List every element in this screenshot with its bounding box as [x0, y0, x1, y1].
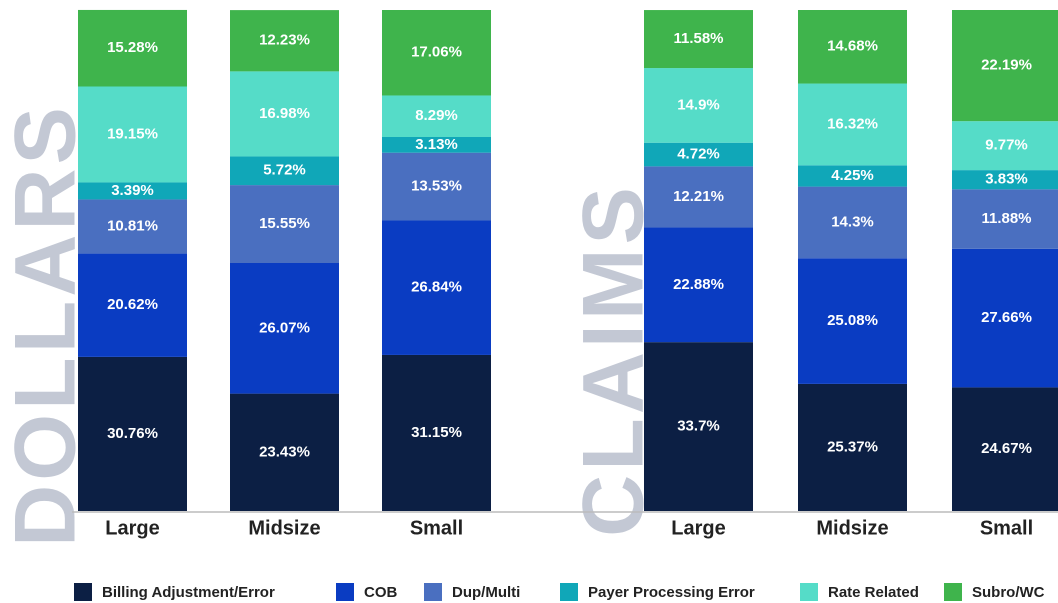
bar-segment [798, 165, 907, 187]
data-label: 31.15% [411, 424, 462, 441]
legend-swatch [944, 583, 962, 601]
legend-label: Billing Adjustment/Error [102, 584, 275, 601]
bar-segment [230, 71, 339, 157]
data-label: 4.72% [677, 146, 720, 163]
bar-segment [230, 185, 339, 264]
bar-segment [78, 356, 187, 511]
data-label: 13.53% [411, 178, 462, 195]
data-label: 16.32% [827, 115, 878, 132]
x-tick-label: Small [980, 517, 1033, 539]
bar-segment [382, 152, 491, 221]
bar-segment [952, 248, 1058, 388]
legend-label: Dup/Multi [452, 584, 520, 601]
data-label: 33.7% [677, 418, 720, 435]
bar-segment [798, 10, 907, 84]
x-tick-label: Small [410, 517, 463, 539]
bar-segment [78, 199, 187, 254]
data-label: 5.72% [263, 162, 306, 179]
bar-segment [952, 387, 1058, 511]
legend-swatch [336, 583, 354, 601]
data-label: 25.08% [827, 312, 878, 329]
bar-segment [230, 263, 339, 394]
legend-swatch [560, 583, 578, 601]
data-label: 20.62% [107, 296, 158, 313]
data-label: 4.25% [831, 167, 874, 184]
data-label: 27.66% [981, 309, 1032, 326]
data-label: 11.58% [673, 30, 723, 47]
data-label: 3.13% [415, 136, 458, 153]
bar-segment [78, 9, 187, 87]
bar-segment [382, 220, 491, 355]
data-label: 12.23% [259, 32, 310, 49]
bar-segment [230, 10, 339, 72]
data-label: 22.19% [981, 57, 1032, 74]
legend-label: Rate Related [828, 584, 919, 601]
bar-segment [230, 156, 339, 186]
bar-segment [78, 86, 187, 183]
bar-segment [78, 253, 187, 357]
legend-label: Subro/WC [972, 584, 1045, 601]
bar-segment [952, 189, 1058, 249]
bar-segment [382, 137, 491, 153]
data-label: 11.88% [981, 210, 1031, 227]
data-label: 9.77% [985, 137, 1028, 154]
bar-segment [644, 342, 753, 511]
data-label: 3.39% [111, 182, 154, 199]
legend-swatch [800, 583, 818, 601]
data-label: 22.88% [673, 276, 724, 293]
bar-segment [798, 258, 907, 384]
bar-segment [798, 186, 907, 259]
data-label: 17.06% [411, 44, 462, 61]
data-label: 3.83% [985, 171, 1028, 188]
x-tick-label: Large [671, 517, 725, 539]
bar-segment [798, 83, 907, 166]
x-tick-label: Midsize [248, 517, 320, 539]
x-tick-label: Midsize [816, 517, 888, 539]
bar-segment [230, 393, 339, 511]
bar-segment [644, 227, 753, 343]
data-label: 30.76% [107, 425, 158, 442]
data-label: 10.81% [107, 217, 158, 234]
data-label: 25.37% [827, 438, 878, 455]
data-label: 8.29% [415, 107, 458, 124]
legend-swatch [74, 583, 92, 601]
data-label: 24.67% [981, 440, 1032, 457]
data-label: 15.55% [259, 215, 310, 232]
data-label: 14.68% [827, 38, 878, 55]
bar-segment [644, 10, 753, 69]
legend-swatch [424, 583, 442, 601]
bar-segment [644, 142, 753, 167]
data-label: 26.84% [411, 279, 462, 296]
bar-segment [952, 170, 1058, 190]
bar-segment [382, 10, 491, 96]
bar-segment [644, 166, 753, 228]
bar-segment [798, 383, 907, 511]
data-label: 23.43% [259, 443, 310, 460]
data-label: 12.21% [673, 188, 724, 205]
bar-segment [78, 182, 187, 200]
data-label: 14.3% [831, 213, 874, 230]
data-label: 26.07% [259, 319, 310, 336]
data-label: 15.28% [107, 39, 158, 56]
bar-segment [952, 10, 1058, 122]
bar-segment [382, 354, 491, 511]
x-tick-label: Large [105, 517, 159, 539]
data-label: 14.9% [677, 96, 720, 113]
data-label: 16.98% [259, 105, 310, 122]
legend-label: COB [364, 584, 398, 601]
bar-segment [952, 121, 1058, 171]
data-label: 19.15% [107, 125, 158, 142]
bar-segment [382, 95, 491, 138]
bar-segment [644, 68, 753, 143]
legend-label: Payer Processing Error [588, 584, 755, 601]
